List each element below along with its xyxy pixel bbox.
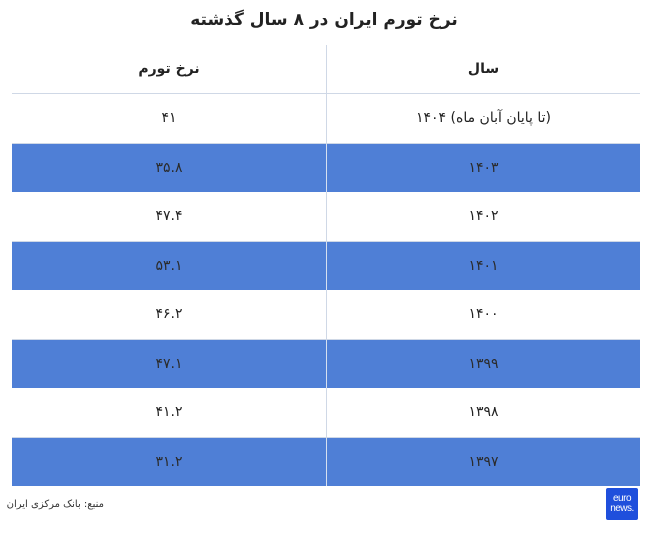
cell-rate: ۴۱.۲ [155,404,183,421]
table-row: ۱۴۰۳ ۳۵.۸ [12,143,640,192]
cell-rate: ۴۶.۲ [155,306,183,323]
euronews-logo: euro news. [606,488,638,520]
cell-year: ۱۴۰۲ [326,192,640,241]
table-row: ۱۳۹۸ ۴۱.۲ [12,388,640,438]
table-row: ۱۴۰۲ ۴۷.۴ [12,192,640,242]
cell-year: ۱۳۹۸ [326,388,640,437]
cell-year: ۱۳۹۹ [326,339,640,388]
cell-rate: ۵۳.۱ [155,257,183,274]
cell-year: (تا پایان آبان ماه) ۱۴۰۴ [326,94,640,143]
table-row: ۱۳۹۷ ۳۱.۲ [12,437,640,486]
page-title: نرخ تورم ایران در ۸ سال گذشته [190,10,458,30]
table-row: ۱۴۰۱ ۵۳.۱ [12,241,640,290]
cell-rate: ۴۱ [161,110,177,127]
logo-text-top: euro [612,493,632,504]
table-header-row: سال نرخ تورم [12,45,640,94]
table-row: ۱۳۹۹ ۴۷.۱ [12,339,640,388]
table-row: (تا پایان آبان ماه) ۱۴۰۴ ۴۱ [12,94,640,144]
cell-year: ۱۴۰۱ [326,241,640,290]
cell-year: ۱۴۰۳ [326,143,640,192]
inflation-table: سال نرخ تورم (تا پایان آبان ماه) ۱۴۰۴ ۴۱… [12,45,640,486]
table-row: ۱۴۰۰ ۴۶.۲ [12,290,640,340]
header-year: سال [326,45,640,93]
logo-text-bottom: news. [610,503,634,514]
header-rate: نرخ تورم [138,61,200,77]
cell-rate: ۴۷.۴ [155,208,183,225]
cell-year: ۱۴۰۰ [326,290,640,339]
source-note: منبع: بانک مرکزی ایران [6,499,104,510]
cell-rate: ۳۱.۲ [155,453,183,470]
cell-rate: ۳۵.۸ [155,159,183,176]
cell-year: ۱۳۹۷ [326,437,640,486]
cell-rate: ۴۷.۱ [155,355,183,372]
